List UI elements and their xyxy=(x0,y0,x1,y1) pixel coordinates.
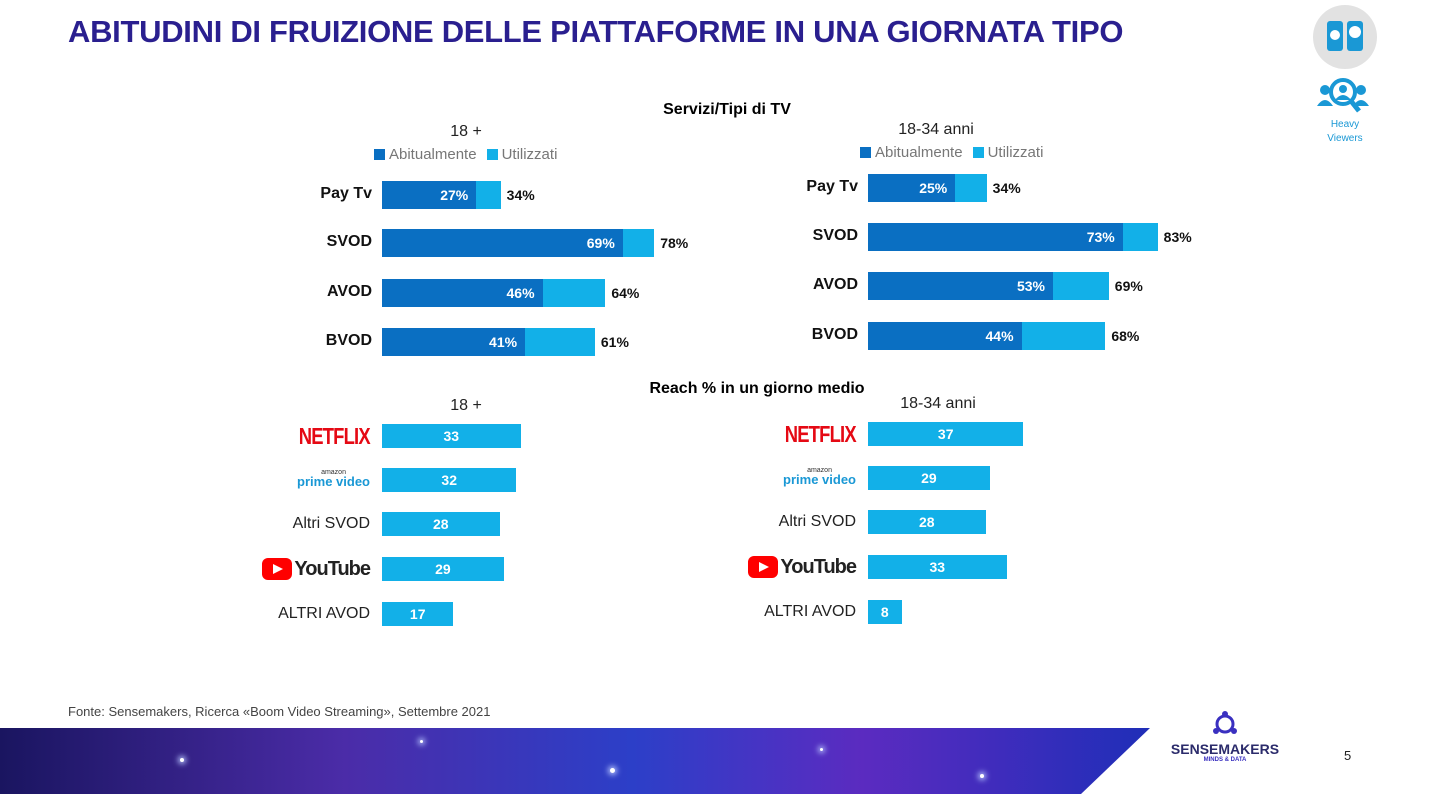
category-label: Pay Tv xyxy=(320,185,372,202)
reach-bar: 29 xyxy=(868,466,990,490)
bar-value-utilizzati: 34% xyxy=(992,180,1021,196)
bar-abitualmente: 27% xyxy=(382,181,477,209)
category-label: Altri SVOD xyxy=(292,515,370,532)
bar-abitualmente: 46% xyxy=(382,279,543,307)
logo-tagline: MINDS & DATA xyxy=(1203,757,1247,763)
category-label: AVOD xyxy=(812,276,858,293)
legend-swatch xyxy=(860,147,871,158)
bar-value-utilizzati: 64% xyxy=(611,285,640,301)
category-label: BVOD xyxy=(325,332,372,349)
category-label: Altri SVOD xyxy=(778,513,856,530)
bar-value-utilizzati: 68% xyxy=(1111,328,1140,344)
bar-value-utilizzati: 61% xyxy=(600,334,629,350)
bar-value-utilizzati: 34% xyxy=(506,187,535,203)
reach-bar: 33 xyxy=(868,555,1007,579)
source-note: Fonte: Sensemakers, Ricerca «Boom Video … xyxy=(68,704,491,719)
legend-label: Utilizzati xyxy=(987,144,1044,161)
prime-text: prime video xyxy=(783,472,856,487)
bar-value-utilizzati: 78% xyxy=(660,235,689,251)
logo-mark-icon xyxy=(1213,711,1237,734)
category-label: NETFLIX xyxy=(210,423,371,452)
bar-abitualmente: 41% xyxy=(382,328,526,356)
category-label: BVOD xyxy=(811,326,858,343)
legend-label: Utilizzati xyxy=(501,146,558,163)
category-label: YouTube xyxy=(696,555,857,586)
youtube-logo: YouTube xyxy=(748,555,857,579)
play-icon xyxy=(748,556,779,578)
youtube-text: YouTube xyxy=(780,556,857,578)
netflix-logo: NETFLIX xyxy=(298,423,371,449)
prime-text: prime video xyxy=(297,474,370,489)
category-label: SVOD xyxy=(326,233,372,250)
amazon-text: amazon xyxy=(807,467,832,474)
page-title: ABITUDINI DI FRUIZIONE DELLE PIATTAFORME… xyxy=(68,14,1124,49)
reach-bar: 29 xyxy=(382,557,504,581)
netflix-logo: NETFLIX xyxy=(784,421,857,447)
reach-bar: 28 xyxy=(868,510,986,534)
category-label: NETFLIX xyxy=(696,421,857,450)
category-label: amazon prime video xyxy=(696,466,856,492)
category-label: amazon prime video xyxy=(210,468,370,494)
legend-swatch xyxy=(486,149,498,160)
legend-swatch xyxy=(972,147,984,158)
reach-bar: 17 xyxy=(382,602,454,626)
legend-swatch xyxy=(374,149,385,160)
chart-subtitle: 18-34 anni xyxy=(898,121,974,138)
bar-abitualmente: 44% xyxy=(868,322,1022,350)
bar-abitualmente: 69% xyxy=(382,229,623,257)
bar-abitualmente: 73% xyxy=(868,223,1123,251)
chart-subtitle: 18-34 anni xyxy=(900,395,976,412)
logo-name: SENSEMAKERS xyxy=(1170,741,1280,757)
youtube-text: YouTube xyxy=(294,558,371,580)
bar-abitualmente: 25% xyxy=(868,174,956,202)
legend-label: Abitualmente xyxy=(389,146,477,163)
heavy-viewers-label: Heavy Viewers xyxy=(1310,118,1380,146)
badge-line2: Viewers xyxy=(1327,133,1363,144)
chart-subtitle: 18 + xyxy=(450,123,482,140)
prime-video-logo: amazon prime video xyxy=(783,466,856,487)
legend: Abitualmente Utilizzati xyxy=(860,144,1049,161)
category-label: Pay Tv xyxy=(806,178,858,195)
section-title-reach: Reach % in un giorno medio xyxy=(649,380,865,397)
bar-value-utilizzati: 83% xyxy=(1163,229,1192,245)
user-search-icon xyxy=(1315,76,1371,121)
legend-label: Abitualmente xyxy=(875,144,963,161)
chart-subtitle: 18 + xyxy=(450,397,482,414)
legend: Abitualmente Utilizzati xyxy=(374,146,563,163)
prime-video-logo: amazon prime video xyxy=(297,468,370,489)
category-label: YouTube xyxy=(210,557,371,588)
audience-faces-icon xyxy=(1313,5,1377,69)
bar-value-utilizzati: 69% xyxy=(1114,278,1143,294)
badge-line1: Heavy xyxy=(1330,119,1360,130)
youtube-logo: YouTube xyxy=(262,557,371,581)
category-label: AVOD xyxy=(326,283,372,300)
reach-bar: 8 xyxy=(868,600,902,624)
reach-bar: 32 xyxy=(382,468,517,492)
reach-bar: 33 xyxy=(382,424,521,448)
category-label: ALTRI AVOD xyxy=(764,603,856,620)
sensemakers-logo: SENSEMAKERS MINDS & DATA xyxy=(1160,710,1290,763)
footer-banner xyxy=(0,728,1150,794)
reach-bar: 37 xyxy=(868,422,1024,446)
amazon-text: amazon xyxy=(321,469,346,476)
category-label: SVOD xyxy=(812,227,858,244)
page-number: 5 xyxy=(1344,748,1352,763)
bar-abitualmente: 53% xyxy=(868,272,1053,300)
section-title-services: Servizi/Tipi di TV xyxy=(663,101,791,118)
reach-bar: 28 xyxy=(382,512,500,536)
play-icon xyxy=(262,558,293,580)
category-label: ALTRI AVOD xyxy=(278,605,370,622)
